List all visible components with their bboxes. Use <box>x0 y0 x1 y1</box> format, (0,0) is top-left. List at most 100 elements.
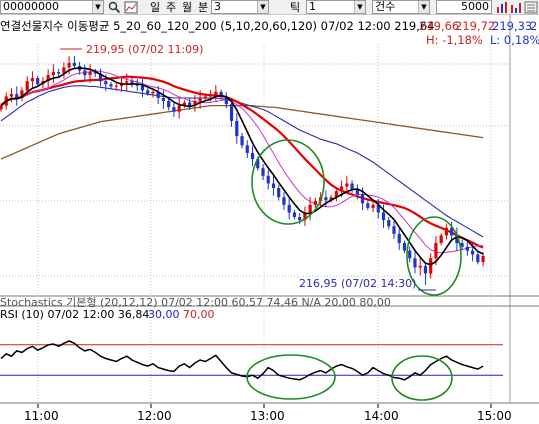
candle-body <box>151 91 155 94</box>
count-value: 5000 <box>461 0 489 13</box>
candle-body <box>366 203 370 208</box>
candle-body <box>266 175 270 184</box>
candle-body <box>308 204 312 213</box>
candle-body <box>67 62 71 68</box>
candle-body <box>130 81 134 85</box>
candle-body <box>209 94 213 97</box>
ma20-line <box>0 75 484 249</box>
candle-body <box>214 91 218 95</box>
period-minute-button[interactable]: 분 <box>198 1 209 14</box>
candle-body <box>450 227 454 236</box>
candle-body <box>444 227 448 236</box>
candle-body <box>161 97 166 102</box>
candle-body <box>83 70 87 76</box>
tick-combo[interactable]: 1 ▼ <box>306 0 366 14</box>
candle-body <box>287 204 291 213</box>
candle-body <box>303 212 307 221</box>
candle-body <box>198 97 202 102</box>
candle-body <box>345 183 349 187</box>
min-label: 216,95 (07/02 14:30) <box>299 277 416 290</box>
ma10-line <box>0 70 484 254</box>
interval-value: 3 <box>214 0 221 13</box>
candle-body <box>250 152 255 160</box>
candle-body <box>481 255 485 263</box>
chevron-down-icon[interactable]: ▼ <box>354 1 365 13</box>
candle-body <box>167 101 171 108</box>
toolbar: 00000000 ▼ 일 주 월 분 3 ▼ 틱 1 ▼ 건수 ▼ 5000 <box>0 0 539 15</box>
candle-body <box>418 265 422 268</box>
candle-body <box>256 159 260 169</box>
time-label: 11:00 <box>24 409 59 423</box>
annotation-ellipse <box>246 354 336 400</box>
candle-body <box>313 201 317 205</box>
search-icon[interactable] <box>108 1 121 14</box>
candle-body <box>471 250 475 255</box>
candle-body <box>57 72 61 74</box>
ma5-line <box>0 67 484 266</box>
candle-body <box>88 72 92 76</box>
candle-body <box>371 204 375 208</box>
candle-body <box>429 258 433 274</box>
candle-body <box>413 258 417 268</box>
candle-body <box>9 94 14 97</box>
candle-body <box>125 81 129 83</box>
candle-body <box>408 250 412 259</box>
ohlc-value-4: 2 <box>530 19 537 33</box>
candle-body <box>434 243 438 259</box>
candle-body <box>334 191 338 198</box>
candle-body <box>25 81 29 91</box>
count-combo[interactable]: 건수 ▼ <box>372 0 430 14</box>
count-input[interactable]: 5000 <box>436 0 492 14</box>
candle-body <box>98 73 103 82</box>
candle-body <box>271 183 276 189</box>
candle-body <box>350 183 354 190</box>
candle-body <box>340 186 344 192</box>
chevron-down-icon[interactable]: ▼ <box>257 1 268 13</box>
candle-body <box>62 67 66 74</box>
candle-body <box>104 81 108 85</box>
candle-body <box>135 84 139 86</box>
candlesticks <box>0 56 485 285</box>
candle-body <box>229 104 234 121</box>
candle-body <box>329 197 333 201</box>
code-combo[interactable]: 00000000 ▼ <box>0 0 104 14</box>
time-label: 15:00 <box>477 409 512 423</box>
chevron-down-icon[interactable]: ▼ <box>92 1 103 13</box>
candle-body <box>292 212 297 218</box>
candle-body <box>20 90 24 98</box>
candle-body <box>0 105 3 110</box>
ma60-line <box>0 85 484 238</box>
time-axis: 11:00 12:00 13:00 14:00 15:00 <box>24 404 512 423</box>
candle-body <box>455 235 459 244</box>
period-day-button[interactable]: 일 <box>150 1 161 14</box>
candle-body <box>465 246 469 251</box>
candle-body <box>30 78 35 82</box>
settings-icon[interactable] <box>524 1 538 14</box>
bar-chart-icon[interactable] <box>496 1 508 14</box>
candle-body <box>224 96 228 105</box>
candle-body <box>114 85 118 87</box>
candle-body <box>36 78 40 85</box>
interval-combo[interactable]: 3 ▼ <box>211 0 269 14</box>
candle-body <box>235 120 239 137</box>
candle-body <box>140 85 145 91</box>
ohlc-value-1: 219,66 <box>419 19 459 33</box>
period-month-button[interactable]: 월 <box>182 1 193 14</box>
chevron-down-icon[interactable]: ▼ <box>418 1 429 13</box>
candle-body <box>277 188 281 198</box>
bar-chart-icon[interactable] <box>510 1 522 14</box>
period-week-button[interactable]: 주 <box>166 1 177 14</box>
candle-body <box>460 243 464 247</box>
price-panel-title: 연결선물지수 이동평균 5_20_60_120_200 (5,10,20,60,… <box>0 19 435 33</box>
ohlc-value-3: 219,33 <box>492 19 532 33</box>
candle-body <box>376 204 380 213</box>
chart-icon[interactable] <box>124 1 138 14</box>
candle-body <box>355 189 359 195</box>
candle-body <box>93 72 97 74</box>
tick-button[interactable]: 틱 <box>290 1 301 14</box>
count-label: 건수 <box>375 0 396 13</box>
annotation-ellipse <box>391 355 453 401</box>
candle-body <box>402 243 407 251</box>
candle-body <box>188 102 192 106</box>
candle-body <box>219 91 223 97</box>
